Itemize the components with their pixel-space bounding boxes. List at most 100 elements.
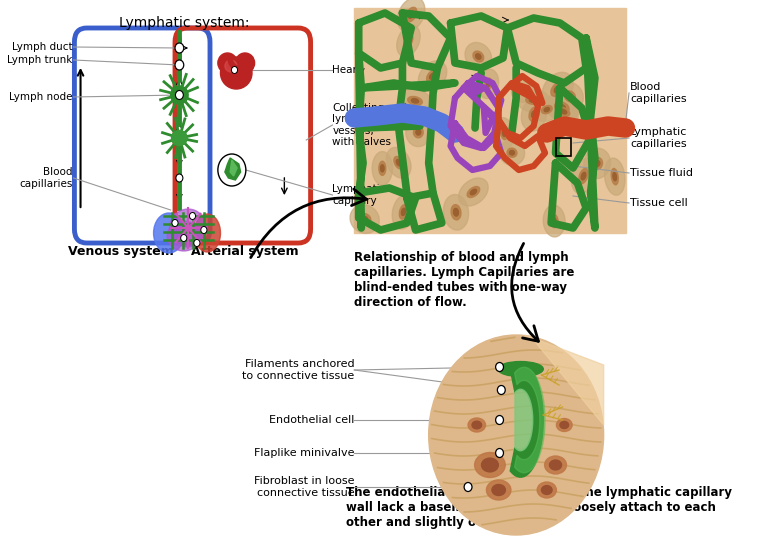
Text: Lymphatic system:: Lymphatic system:: [119, 16, 249, 30]
Ellipse shape: [545, 93, 578, 122]
Text: Arterial system: Arterial system: [191, 245, 299, 258]
Ellipse shape: [529, 107, 539, 121]
Ellipse shape: [470, 190, 477, 195]
Ellipse shape: [511, 79, 537, 102]
Ellipse shape: [397, 159, 401, 166]
Text: Collecting
lymphatic
vessels,
with valves: Collecting lymphatic vessels, with valve…: [333, 103, 391, 148]
FancyArrowPatch shape: [251, 189, 367, 258]
Ellipse shape: [380, 165, 384, 172]
Ellipse shape: [558, 105, 565, 110]
Ellipse shape: [392, 195, 415, 229]
Ellipse shape: [534, 98, 561, 121]
Ellipse shape: [218, 53, 237, 73]
Ellipse shape: [169, 209, 206, 247]
Text: Venous system: Venous system: [68, 245, 174, 258]
Ellipse shape: [407, 37, 410, 44]
Ellipse shape: [544, 456, 567, 474]
Ellipse shape: [408, 111, 412, 116]
Circle shape: [181, 234, 187, 241]
Text: Flaplike minivalve: Flaplike minivalve: [254, 448, 354, 458]
Text: Blood
capillaries: Blood capillaries: [630, 82, 687, 104]
Ellipse shape: [554, 86, 561, 93]
Ellipse shape: [401, 209, 406, 216]
Ellipse shape: [473, 51, 484, 62]
Ellipse shape: [500, 127, 507, 140]
Bar: [354, 8, 625, 233]
Ellipse shape: [519, 87, 529, 94]
Ellipse shape: [236, 53, 255, 73]
Ellipse shape: [531, 111, 537, 118]
Ellipse shape: [465, 42, 491, 70]
Ellipse shape: [485, 78, 492, 89]
Ellipse shape: [561, 110, 567, 114]
Ellipse shape: [472, 421, 481, 429]
Ellipse shape: [557, 107, 570, 116]
Ellipse shape: [487, 480, 511, 500]
Ellipse shape: [560, 421, 568, 429]
Ellipse shape: [557, 419, 572, 432]
Circle shape: [201, 226, 207, 234]
Ellipse shape: [554, 102, 569, 113]
Ellipse shape: [413, 126, 424, 138]
Ellipse shape: [492, 485, 505, 495]
Ellipse shape: [478, 69, 499, 98]
Ellipse shape: [468, 418, 486, 432]
FancyArrowPatch shape: [511, 243, 538, 342]
Polygon shape: [511, 363, 544, 477]
Ellipse shape: [411, 98, 419, 103]
Ellipse shape: [167, 221, 200, 251]
Text: Lymphatic
capillaries: Lymphatic capillaries: [630, 127, 688, 149]
Circle shape: [175, 43, 184, 53]
Ellipse shape: [591, 157, 603, 169]
Ellipse shape: [379, 161, 386, 176]
Ellipse shape: [350, 205, 380, 234]
Ellipse shape: [571, 159, 595, 193]
Text: Lymph duct: Lymph duct: [12, 42, 72, 52]
Text: Tissue cell: Tissue cell: [630, 198, 688, 208]
Text: Heart: Heart: [333, 65, 361, 75]
Ellipse shape: [399, 100, 420, 127]
Ellipse shape: [418, 61, 447, 92]
Ellipse shape: [481, 458, 498, 472]
Circle shape: [218, 154, 246, 186]
Ellipse shape: [551, 82, 564, 97]
Ellipse shape: [394, 157, 403, 169]
Ellipse shape: [564, 91, 575, 102]
Circle shape: [232, 67, 238, 73]
Ellipse shape: [551, 215, 558, 228]
Circle shape: [497, 386, 505, 395]
Circle shape: [172, 220, 178, 226]
Ellipse shape: [584, 148, 611, 179]
Ellipse shape: [526, 96, 541, 105]
Ellipse shape: [604, 158, 625, 195]
Polygon shape: [514, 367, 545, 473]
Text: Lymph trunk: Lymph trunk: [7, 55, 72, 65]
Ellipse shape: [476, 54, 481, 59]
Ellipse shape: [451, 205, 461, 220]
Circle shape: [496, 415, 504, 424]
Ellipse shape: [406, 108, 413, 119]
Ellipse shape: [406, 7, 417, 22]
Ellipse shape: [372, 151, 393, 185]
Ellipse shape: [499, 140, 524, 165]
Ellipse shape: [594, 160, 600, 167]
Circle shape: [175, 60, 184, 70]
Ellipse shape: [467, 187, 480, 197]
Ellipse shape: [502, 130, 506, 136]
Bar: [555, 138, 571, 156]
Ellipse shape: [359, 214, 371, 225]
Ellipse shape: [517, 89, 550, 112]
Ellipse shape: [404, 35, 413, 48]
Ellipse shape: [541, 106, 552, 113]
Ellipse shape: [507, 148, 517, 157]
Ellipse shape: [416, 130, 420, 135]
Ellipse shape: [542, 72, 574, 106]
Text: The endothelial cells that make up the lymphatic capillary
wall lack a basement : The endothelial cells that make up the l…: [346, 486, 732, 529]
Ellipse shape: [494, 117, 514, 149]
Text: Lymph node: Lymph node: [9, 92, 72, 102]
Circle shape: [194, 239, 200, 247]
Ellipse shape: [171, 86, 188, 104]
Ellipse shape: [220, 57, 252, 89]
Ellipse shape: [153, 213, 184, 253]
Ellipse shape: [557, 82, 584, 111]
